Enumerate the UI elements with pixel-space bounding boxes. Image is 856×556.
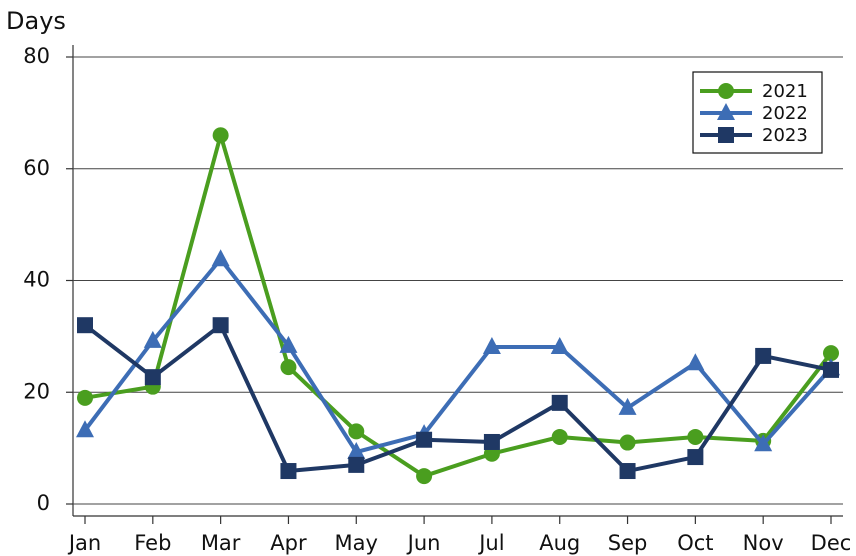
data-point (279, 335, 298, 353)
data-point (551, 394, 568, 411)
y-tick-label: 80 (23, 44, 50, 68)
x-tick-label: May (335, 531, 378, 555)
data-point (347, 442, 366, 460)
x-tick-label: Sep (608, 531, 648, 555)
data-point (550, 336, 569, 354)
series-line (83, 257, 833, 455)
data-point (823, 361, 839, 378)
x-tick-label: Feb (134, 531, 171, 555)
x-tick-label: Mar (201, 531, 241, 555)
series-line (83, 323, 832, 474)
data-point (755, 347, 772, 364)
data-point (619, 434, 636, 451)
data-point (618, 397, 637, 415)
x-tick-label: Nov (743, 531, 784, 555)
legend-marker (718, 127, 734, 143)
data-point (482, 336, 501, 354)
legend-marker (718, 83, 734, 99)
data-point (211, 249, 230, 267)
data-point (144, 369, 161, 386)
data-point (76, 420, 94, 438)
legend-marker (717, 103, 735, 120)
data-point (212, 317, 229, 334)
data-point (416, 468, 433, 485)
data-point (143, 330, 162, 348)
y-tick-label: 60 (23, 156, 50, 180)
data-point (483, 433, 500, 450)
data-point (551, 428, 568, 445)
data-point (280, 463, 297, 480)
legend-label: 2021 (762, 81, 808, 102)
data-point (754, 434, 773, 452)
y-axis-label: Days (6, 7, 66, 35)
legend-label: 2023 (762, 125, 808, 146)
data-point (348, 456, 365, 473)
x-tick-label: Oct (677, 531, 713, 555)
y-tick-label: 40 (23, 268, 50, 292)
data-point (687, 428, 704, 445)
data-point (212, 127, 229, 144)
data-point (619, 463, 636, 480)
x-tick-label: Apr (270, 531, 307, 555)
data-point (77, 389, 93, 406)
y-tick-label: 0 (37, 491, 50, 515)
x-tick-label: Dec (811, 531, 852, 555)
data-point (823, 345, 839, 362)
data-point (348, 423, 365, 440)
x-tick-label: Jan (67, 531, 101, 555)
data-point (416, 431, 433, 448)
data-point (686, 353, 705, 371)
x-tick-label: Jul (477, 531, 504, 555)
x-tick-label: Jun (406, 531, 441, 555)
data-point (280, 359, 297, 376)
x-tick-label: Aug (539, 531, 580, 555)
legend-label: 2022 (762, 103, 808, 124)
y-tick-label: 20 (23, 379, 50, 403)
data-point (77, 317, 93, 334)
data-point (687, 449, 704, 466)
